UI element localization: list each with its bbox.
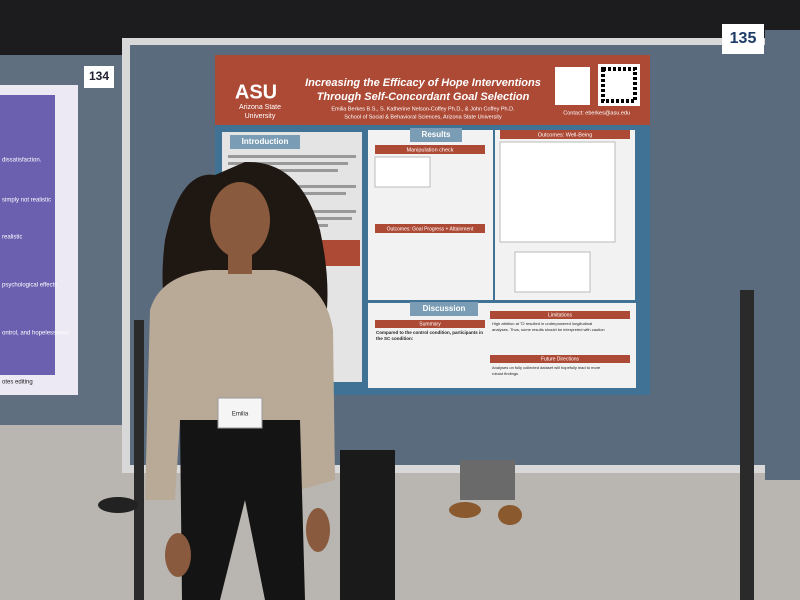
mini-chart-grid [499,141,616,243]
shoe [498,505,522,525]
limitations-text: High attrition at T2 resulted in underpo… [492,321,592,326]
section-title: Introduction [242,137,289,146]
badge-icon [555,67,590,105]
contact: Contact: eberkes@asu.edu [563,110,630,116]
name-badge [217,397,263,429]
poster-title: Increasing the Efficacy of Hope Interven… [305,77,541,89]
shoe [449,502,481,518]
left-poster-text: ontrol, and hopelessness [2,331,69,337]
section-tab [410,128,462,142]
subsection-title: Outcomes: Goal Progress + Attainment [387,226,474,232]
pants [180,420,305,600]
sweater [145,270,335,500]
authors: Emilia Berkes B.S., S. Katherine Nelson-… [331,106,515,112]
board-number: 134 [89,69,109,83]
background-person [460,460,515,500]
poster-title: Through Self-Concordant Goal Selection [317,91,530,103]
board-number-tag [84,66,114,88]
left-poster-text: simply not realistic [2,198,51,204]
badge-name: Emilia [232,412,249,418]
subsection-tab [490,355,630,363]
results-panel [368,130,493,300]
mini-table [514,251,591,293]
background-person [340,450,395,600]
right-board [765,30,800,480]
qr-pattern [601,67,637,103]
subsection-title: Outcomes: Well-Being [538,132,593,138]
neck [228,252,252,274]
logo: ASU [235,81,277,103]
mini-chart [374,156,431,188]
board-post [740,290,754,600]
future-text: Analyses on fully collected dataset will… [492,365,601,370]
section-title: Discussion [423,304,466,313]
left-poster-band [0,95,55,375]
left-poster-text: otes editing [2,380,33,386]
face [210,182,270,258]
board-number-tag [722,24,764,54]
university: Arizona State [239,104,281,111]
hand [306,508,330,552]
section-title: Results [422,130,451,139]
subsection-title: Summary [419,321,441,327]
subsection-tab [375,145,485,154]
subsection-tab [500,130,630,139]
limitations-text: analyses. Thus, some results should be i… [492,327,605,332]
university: University [245,113,276,120]
left-poster-text: dissatisfaction. [2,158,42,164]
future-text: robust findings [492,371,518,376]
subsection-tab [375,224,485,233]
section-tab [230,135,300,149]
left-poster-text: psychological effects [2,283,57,289]
subsection-tab [375,320,485,328]
subsection-title: Future Directions [541,356,580,362]
subsection-title: Limitations [548,312,572,318]
discussion-text: the SC condition: [376,336,414,341]
hand [165,533,191,577]
affiliation: School of Social & Behavioral Sciences, … [344,114,502,120]
left-poster-text: realistic [2,235,22,241]
board-post [134,320,144,600]
discussion-text: Compared to the control condition, parti… [376,330,483,335]
section-tab [410,302,478,316]
subsection-title: Manipulation check [406,147,453,153]
subsection-tab [490,311,630,319]
board-number: 135 [730,30,757,47]
shoe [98,497,138,513]
